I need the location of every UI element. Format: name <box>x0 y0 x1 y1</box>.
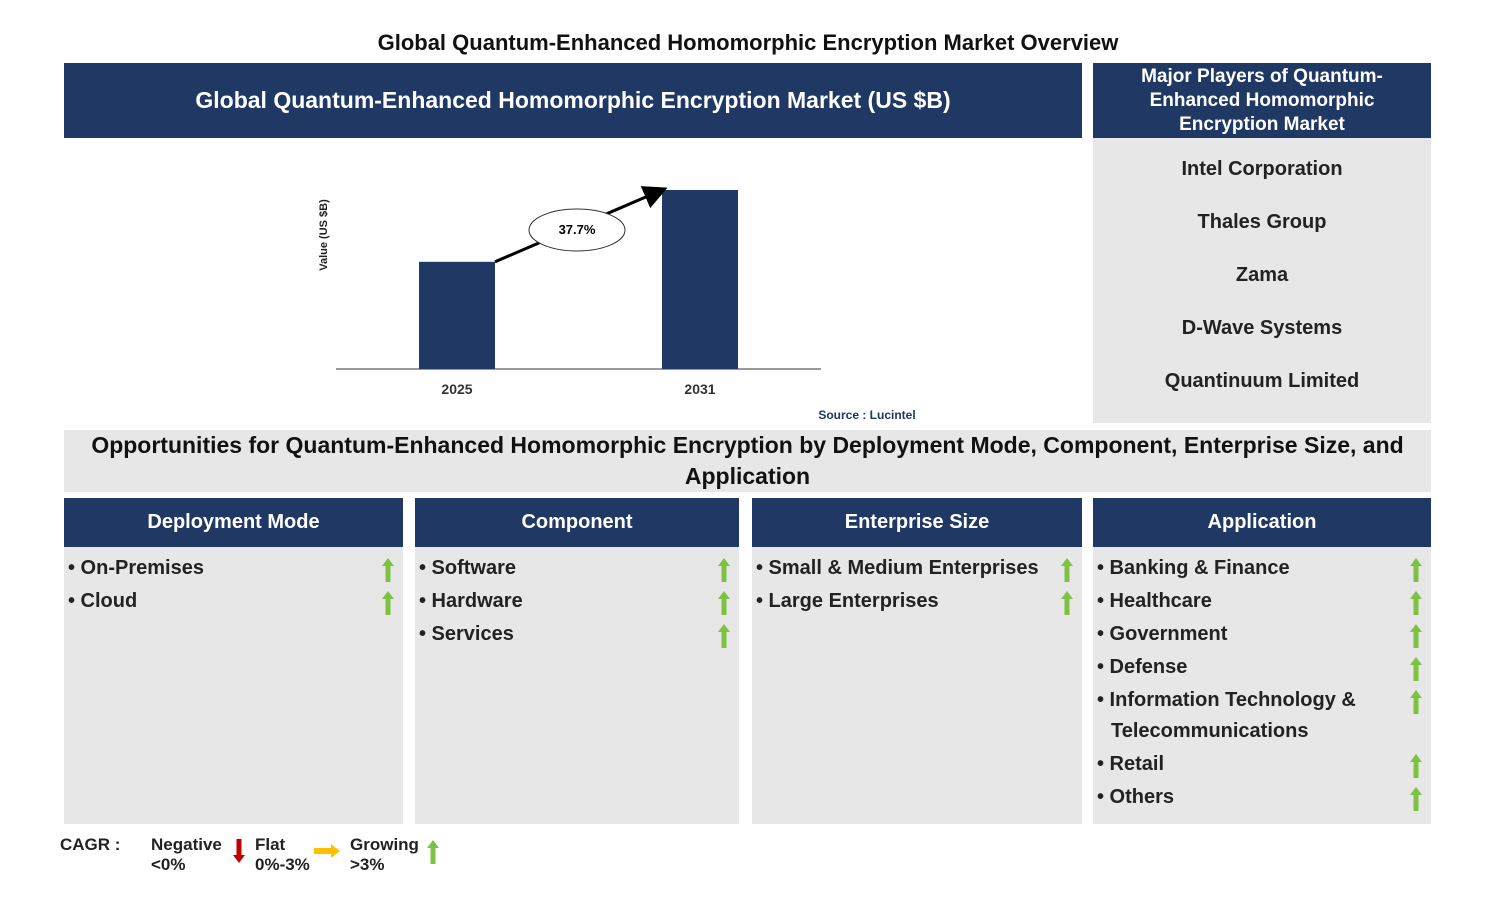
growing-arrow <box>1410 591 1422 615</box>
item-row: • Large Enterprises <box>756 586 1074 617</box>
item-row: • Hardware <box>419 586 731 617</box>
column-body: • On-Premises • Cloud <box>64 547 403 824</box>
x-tick-label: 2031 <box>684 381 715 397</box>
growing-arrow <box>718 591 730 615</box>
arrow-shape <box>718 558 730 582</box>
growing-arrow <box>1410 624 1422 648</box>
annotation-bubble <box>528 208 626 252</box>
item-label: • Cloud <box>68 590 138 612</box>
negative-arrow <box>233 839 245 863</box>
legend-name: Growing <box>350 835 419 854</box>
growing-arrow <box>718 558 730 582</box>
player: Quantinuum Limited <box>1164 370 1360 392</box>
growing-arrow <box>1410 787 1422 811</box>
growing-arrow <box>718 624 730 648</box>
growing-arrow <box>382 558 394 582</box>
y-axis-label: Value (US $B) <box>318 199 330 271</box>
player: Intel Corporation <box>1181 158 1343 180</box>
item-row: • On-Premises <box>68 553 395 584</box>
page-title: Global Quantum-Enhanced Homomorphic Encr… <box>377 30 1119 55</box>
arrow-shape <box>382 558 394 582</box>
arrow-shape <box>1410 591 1422 615</box>
annotation: 37.7% <box>559 222 596 237</box>
arrow-shape <box>1061 558 1073 582</box>
bar <box>419 261 495 369</box>
growing-arrow <box>1410 690 1422 714</box>
arrow-shape <box>718 624 730 648</box>
growing-arrow <box>1061 591 1073 615</box>
column-body: • Banking & Finance • Healthcare • Governm… <box>1093 547 1431 824</box>
item-row: • Software <box>419 553 731 584</box>
player: D-Wave Systems <box>1181 317 1343 339</box>
item-row: • Defense <box>1097 652 1423 683</box>
item-label: • Small & Medium Enterprises <box>756 557 1039 579</box>
chart: Value (US $B) 2025 2031 37.7% Source : Lucin… <box>318 186 916 422</box>
item-label: • Information Technology & Telecommunica… <box>1097 689 1356 742</box>
legend-range: <0% <box>151 855 186 874</box>
arrow-shape <box>1410 657 1422 681</box>
arrow-shape <box>1410 690 1422 714</box>
growing-arrow <box>427 840 439 864</box>
flat-arrow <box>314 844 340 858</box>
legend-range: 0%-3% <box>255 855 310 874</box>
legend-label: CAGR : <box>60 835 121 854</box>
arrow-shape <box>1061 591 1073 615</box>
item-row: • Others <box>1097 782 1423 813</box>
opportunities-heading: Opportunities for Quantum-Enhanced Homom… <box>64 430 1431 492</box>
arrow-shape <box>314 844 340 858</box>
item-row: • Services <box>419 619 731 650</box>
growing-arrow <box>1410 558 1422 582</box>
legend-range: >3% <box>350 855 385 874</box>
item-label: • Large Enterprises <box>756 590 939 612</box>
arrow-shape <box>1410 624 1422 648</box>
chart-heading: Global Quantum-Enhanced Homomorphic Encr… <box>64 63 1082 138</box>
item-row: • Small & Medium Enterprises <box>756 553 1074 584</box>
x-tick-label: 2025 <box>441 381 472 397</box>
item-row: • Retail <box>1097 749 1423 780</box>
item-label: • Hardware <box>419 590 523 612</box>
bar <box>662 190 738 369</box>
column-heading: Enterprise Size <box>752 498 1082 547</box>
item-label: • Retail <box>1097 753 1165 775</box>
growing-arrow <box>1061 558 1073 582</box>
growing-arrow <box>1410 657 1422 681</box>
item-label: • Others <box>1097 786 1175 808</box>
column-body: • Small & Medium Enterprises • Large Ente… <box>752 547 1082 824</box>
item-row: • Information Technology & Telecommunica… <box>1097 685 1423 747</box>
item-row: • Banking & Finance <box>1097 553 1423 584</box>
column-heading: Component <box>415 498 739 547</box>
arrow-shape <box>1410 787 1422 811</box>
item-label: • Healthcare <box>1097 590 1212 612</box>
column-heading: Deployment Mode <box>64 498 403 547</box>
arrow-shape <box>718 591 730 615</box>
arrow-shape <box>1410 558 1422 582</box>
item-label: • Government <box>1097 623 1228 645</box>
players-heading: Major Players of Quantum-Enhanced Homomo… <box>1093 63 1431 138</box>
arrow-shape <box>1410 754 1422 778</box>
source: Source : Lucintel <box>818 408 915 422</box>
item-row: • Healthcare <box>1097 586 1423 617</box>
item-label: • Software <box>419 557 517 579</box>
item-label: • Banking & Finance <box>1097 557 1290 579</box>
legend-name: Flat <box>255 835 286 854</box>
player: Zama <box>1235 264 1289 286</box>
column-heading: Application <box>1093 498 1431 547</box>
item-label: • On-Premises <box>68 557 204 579</box>
players-list: Intel Corporation Thales Group Zama D-Wave … <box>1093 138 1431 423</box>
item-row: • Cloud <box>68 586 395 617</box>
arrow-shape <box>233 839 245 863</box>
column-body: • Software • Hardware • Services <box>415 547 739 824</box>
arrow-shape <box>427 840 439 864</box>
item-label: • Services <box>419 623 514 645</box>
legend-name: Negative <box>151 835 222 854</box>
item-label: • Defense <box>1097 656 1188 678</box>
player: Thales Group <box>1197 211 1327 233</box>
growing-arrow <box>1410 754 1422 778</box>
item-row: • Government <box>1097 619 1423 650</box>
arrow-shape <box>382 591 394 615</box>
growing-arrow <box>382 591 394 615</box>
